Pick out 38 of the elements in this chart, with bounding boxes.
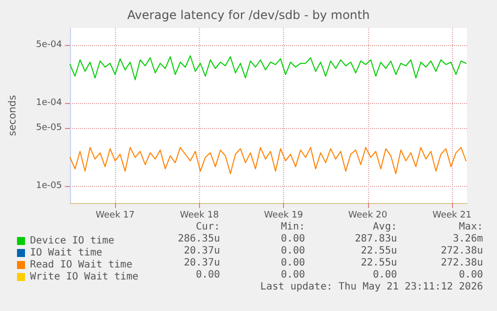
text: Cur:	[196, 222, 220, 232]
y-tick-label: 1e-05	[36, 180, 62, 191]
text: Max:	[458, 222, 483, 232]
text: 3.26m	[452, 234, 483, 244]
text: 0.00	[196, 270, 220, 280]
legend-label: IO Wait time	[30, 248, 102, 258]
text: 286.35u	[178, 234, 220, 244]
text: Avg:	[372, 222, 397, 232]
text: 22.55u	[360, 246, 397, 256]
legend-label: Read IO Wait time	[30, 260, 132, 270]
text: Last update: Thu May 21 23:11:12 2026	[260, 282, 483, 292]
text: 272.38u	[440, 246, 483, 256]
text: 0.00	[280, 234, 305, 244]
x-tick-label: Week 19	[264, 210, 304, 220]
text: Min:	[280, 222, 305, 232]
text: 0.00	[280, 258, 305, 268]
legend-label: Write IO Wait time	[30, 272, 138, 282]
text: 0.00	[280, 270, 305, 280]
line-series	[70, 146, 466, 174]
text: 272.38u	[440, 258, 483, 268]
chart-title: Average latency for /dev/sdb - by month	[127, 8, 370, 22]
text: 0.00	[458, 270, 483, 280]
y-tick-label: 5e-05	[36, 122, 62, 133]
text: 22.55u	[360, 258, 397, 268]
y-axis-title: seconds	[8, 95, 18, 136]
legend-label: Device IO time	[30, 236, 114, 246]
x-tick-label: Week 17	[96, 210, 135, 220]
text: 0.00	[372, 270, 397, 280]
text: 287.83u	[354, 234, 397, 244]
x-tick-label: Week 18	[180, 210, 220, 220]
text: 20.37u	[184, 246, 220, 256]
y-tick-label: 1e-04	[36, 98, 62, 108]
x-tick-label: Week 21	[432, 210, 472, 220]
text: 0.00	[280, 246, 305, 256]
y-tick-label: 5e-04	[36, 40, 62, 50]
line-series	[70, 55, 466, 80]
text: 20.37u	[184, 258, 220, 268]
x-tick-label: Week 20	[348, 210, 388, 220]
